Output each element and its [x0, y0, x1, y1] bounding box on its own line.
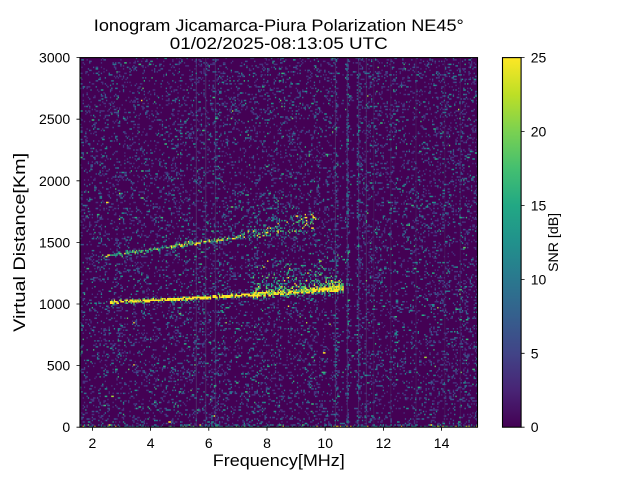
svg-text:Virtual Distance[Km]: Virtual Distance[Km]: [10, 153, 29, 332]
svg-text:500: 500: [47, 358, 71, 374]
svg-text:25: 25: [531, 50, 547, 66]
svg-text:SNR [dB]: SNR [dB]: [545, 213, 561, 272]
svg-text:4: 4: [147, 435, 155, 451]
svg-text:0: 0: [531, 419, 539, 435]
svg-text:2500: 2500: [39, 111, 70, 127]
svg-text:10: 10: [531, 271, 547, 287]
svg-text:8: 8: [263, 435, 271, 451]
svg-text:1500: 1500: [39, 234, 70, 250]
svg-text:5: 5: [531, 345, 539, 361]
svg-text:14: 14: [434, 435, 450, 451]
svg-text:1000: 1000: [39, 296, 70, 312]
svg-text:Ionogram Jicamarca-Piura Polar: Ionogram Jicamarca-Piura Polarization NE…: [94, 16, 464, 35]
svg-text:12: 12: [376, 435, 392, 451]
svg-text:2: 2: [89, 435, 97, 451]
svg-text:6: 6: [205, 435, 213, 451]
svg-text:Frequency[MHz]: Frequency[MHz]: [213, 451, 345, 470]
svg-text:20: 20: [531, 124, 547, 140]
svg-text:0: 0: [62, 419, 70, 435]
svg-text:3000: 3000: [39, 50, 70, 66]
svg-text:2000: 2000: [39, 173, 70, 189]
svg-text:01/02/2025-08:13:05 UTC: 01/02/2025-08:13:05 UTC: [170, 34, 388, 53]
svg-text:10: 10: [317, 435, 333, 451]
svg-text:15: 15: [531, 197, 547, 213]
